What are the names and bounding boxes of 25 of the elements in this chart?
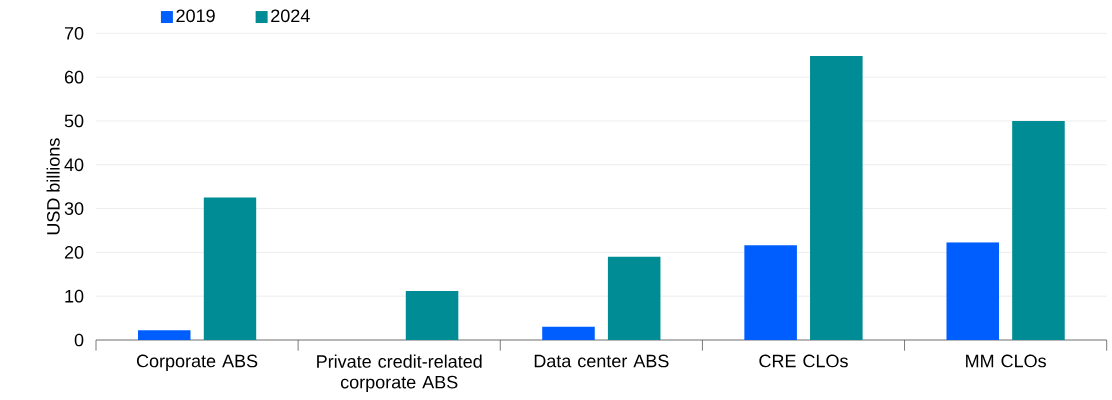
bar — [1012, 120, 1065, 340]
legend-label: 2024 — [271, 9, 310, 23]
x-tick-label: Data center ABS — [534, 354, 669, 368]
y-tick-label: 50 — [64, 114, 84, 128]
y-tick-label: 30 — [64, 202, 84, 215]
bar — [607, 256, 661, 340]
bar — [810, 56, 863, 340]
x-tick-label: Corporate ABS — [136, 354, 258, 371]
bar — [542, 326, 595, 340]
y-tick-label: 40 — [64, 158, 84, 172]
y-tick-label: 20 — [64, 246, 84, 259]
bar — [744, 245, 797, 340]
y-tick-label: 0 — [74, 333, 84, 347]
bar — [137, 330, 191, 340]
bar — [405, 290, 459, 340]
legend-label: 2019 — [176, 9, 215, 23]
bar — [203, 197, 257, 340]
y-axis-title: USD billions — [46, 138, 60, 235]
x-tick-label: MM CLOs — [966, 354, 1046, 368]
bar — [946, 242, 1000, 340]
y-tick-label: 70 — [64, 26, 84, 40]
y-tick-label: 60 — [64, 70, 84, 84]
x-tick-label: Private credit-related corporate ABS — [317, 354, 482, 393]
y-tick-label: 10 — [65, 289, 84, 303]
x-tick-label: CRE CLOs — [759, 354, 848, 368]
